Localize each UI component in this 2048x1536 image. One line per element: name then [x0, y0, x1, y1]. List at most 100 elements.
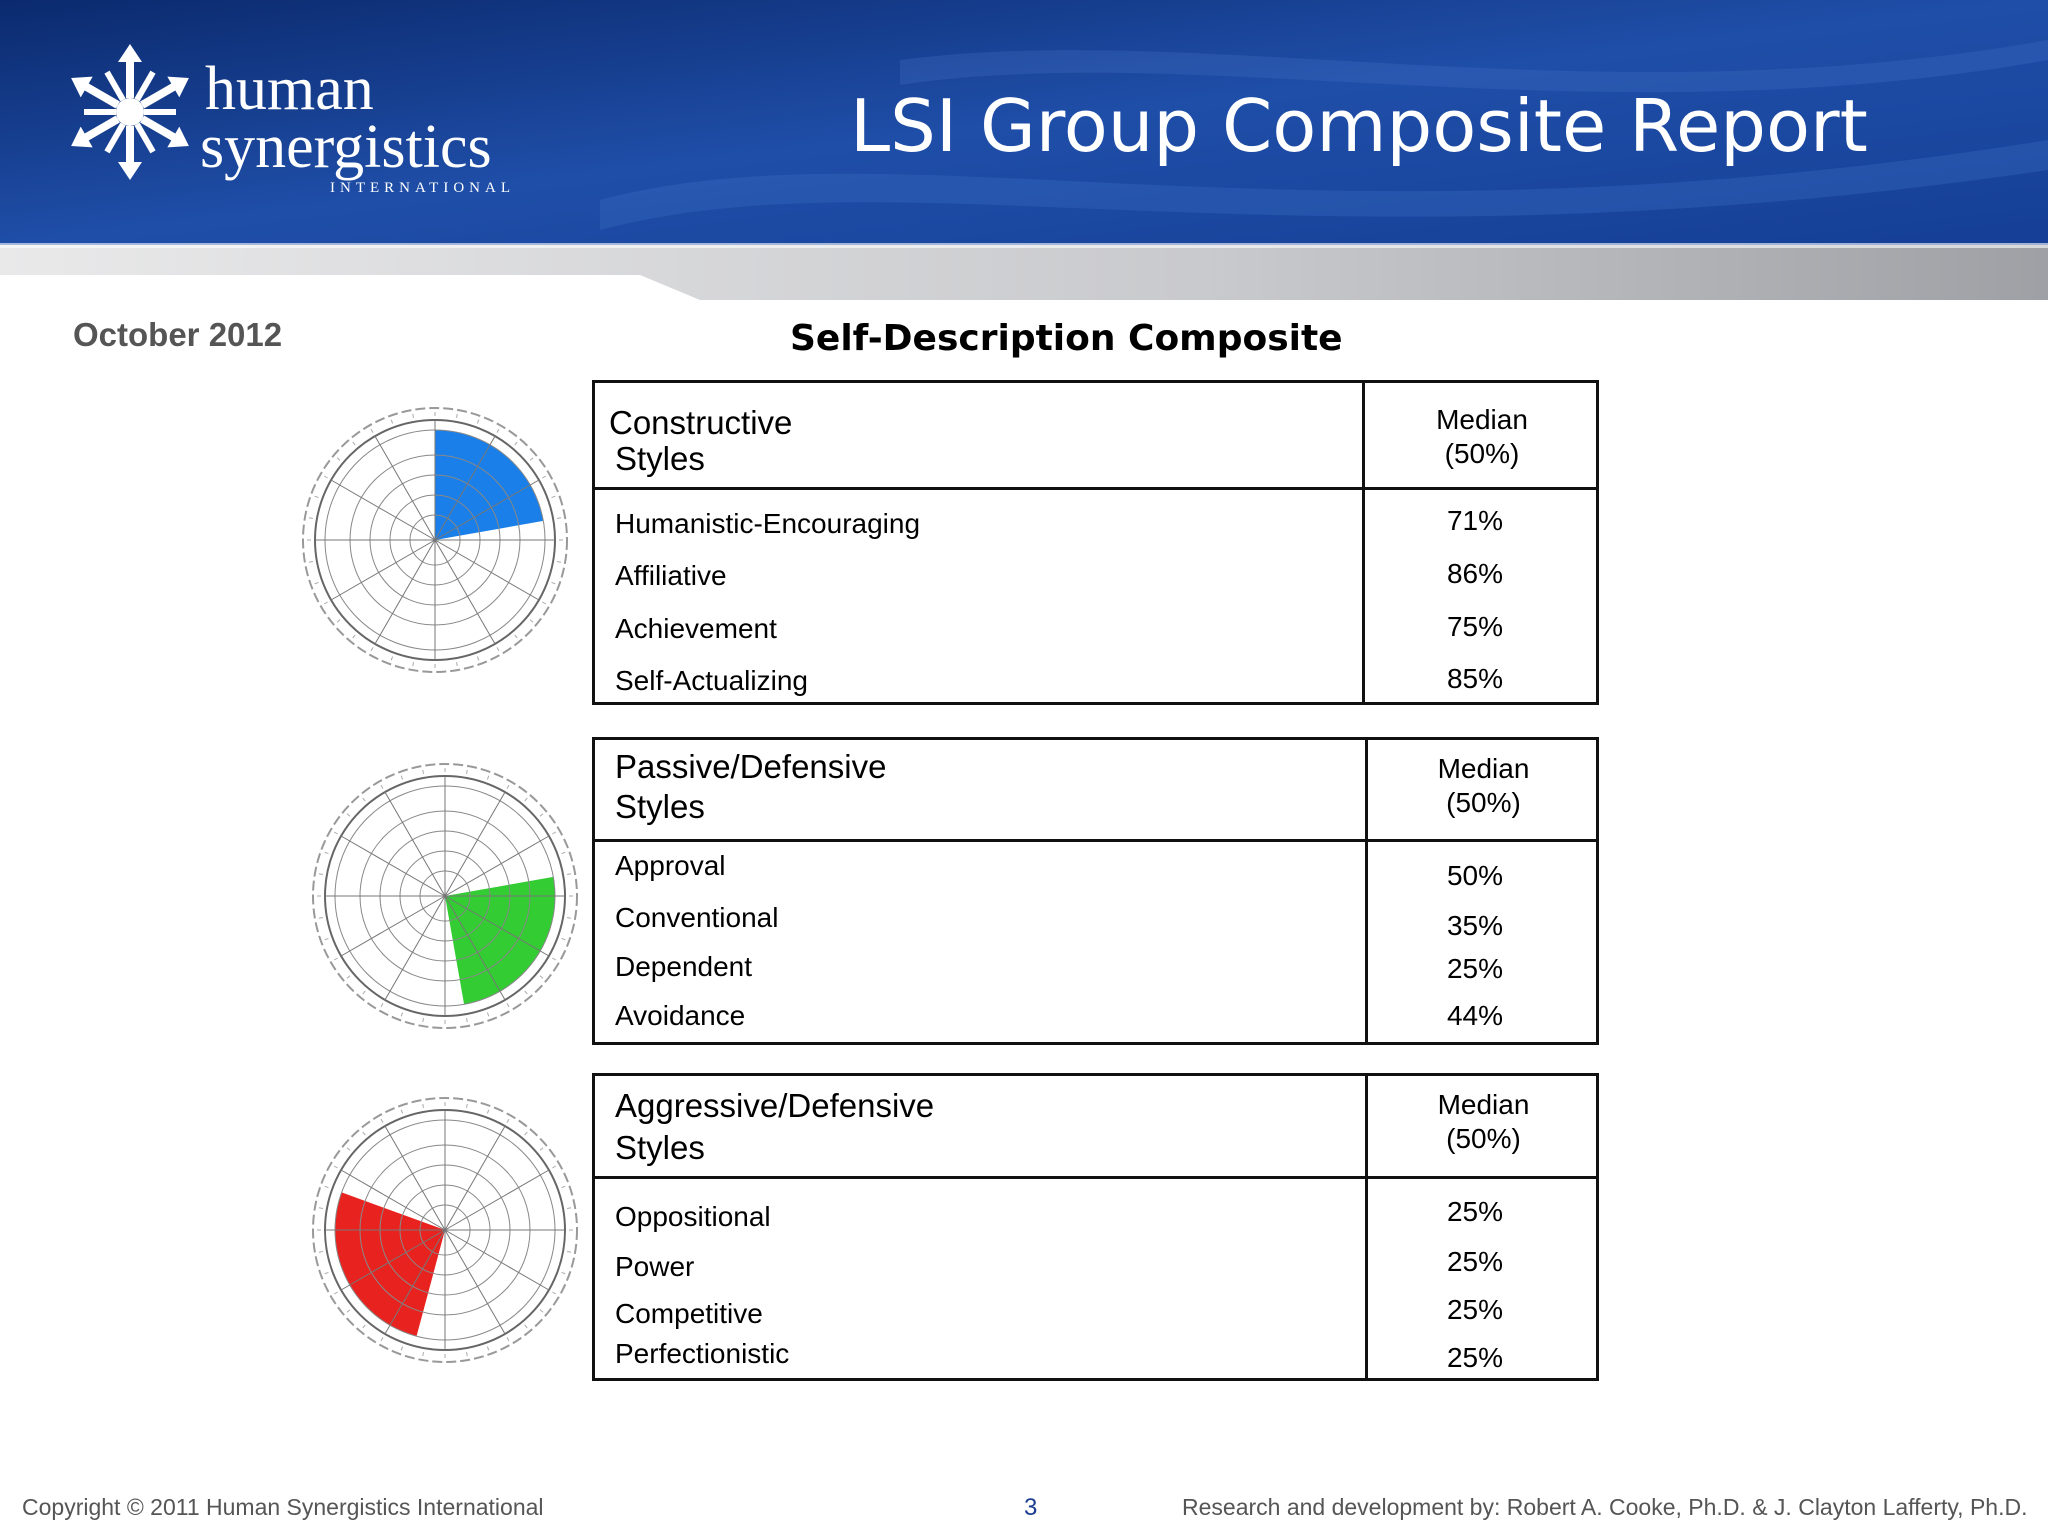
wheel-tick — [318, 873, 323, 875]
wheel-tick — [336, 457, 341, 461]
wheel-tick — [466, 1018, 468, 1023]
wheel-tick — [551, 495, 556, 499]
wheel-spoke — [340, 835, 446, 897]
table-title-line2: Styles — [615, 440, 705, 477]
wheel-tick — [539, 1309, 544, 1313]
wheel-tick — [370, 647, 374, 652]
wheel-tick — [486, 1346, 490, 1351]
wheel-tick — [567, 1207, 572, 1209]
wheel-tick — [529, 619, 534, 623]
table-title-line1: Passive/Defensive — [615, 748, 887, 785]
wheel-tick — [380, 1118, 384, 1123]
row-label-oppositional: Oppositional — [615, 1201, 771, 1232]
wheel-tick — [323, 475, 328, 479]
table-title-line1: Constructive — [609, 404, 793, 441]
passive-defensive-styles-table: Passive/Defensive Styles Median (50%) Ap… — [592, 737, 1599, 1045]
wheel-tick — [370, 428, 374, 433]
row-value-conventional: 35% — [1446, 910, 1504, 941]
wheel-tick — [333, 1165, 338, 1169]
wheel-spoke — [434, 539, 496, 645]
wheel-tick — [542, 475, 547, 479]
wheel-tick — [324, 1271, 329, 1275]
header-banner: human synergistics INTERNATIONAL LSI Gro… — [0, 0, 2048, 300]
wheel-tick — [466, 1352, 468, 1357]
wheel-tick — [506, 1337, 510, 1342]
section-title: Self-Description Composite — [790, 318, 1343, 359]
wheel-tick — [496, 647, 500, 652]
footer-copyright: Copyright © 2011 Human Synergistics Inte… — [22, 1494, 544, 1520]
wheel-outer-ring — [302, 407, 568, 673]
wheel-tick — [567, 873, 572, 875]
wheel-spoke — [374, 539, 436, 645]
wheel-tick — [561, 937, 566, 941]
wheel-tick — [539, 813, 544, 817]
wheel-tick — [380, 784, 384, 789]
wheel-spoke — [444, 895, 506, 1001]
wheel-spoke — [444, 1125, 506, 1231]
wheel-tick — [318, 917, 323, 919]
column-divider — [1362, 383, 1365, 702]
wheel-tick — [456, 413, 458, 418]
wheel-tick — [524, 1131, 528, 1136]
wheel-tick — [496, 428, 500, 433]
table-header — [595, 740, 1596, 842]
wheel-tick — [318, 1207, 323, 1209]
wheel-tick — [314, 581, 319, 585]
row-value-dependent: 25% — [1446, 953, 1504, 984]
wheel-tick — [486, 1109, 490, 1114]
median-label: Median — [1436, 404, 1528, 435]
wheel-tick — [362, 1131, 366, 1136]
median-label: Median — [1437, 1089, 1530, 1120]
wheel-sector — [445, 876, 555, 1005]
wheel-spoke — [340, 1169, 446, 1231]
wheel-tick — [486, 1012, 490, 1017]
row-value-affiliative: 86% — [1446, 558, 1504, 589]
wheel-tick — [324, 937, 329, 941]
wheel-tick — [412, 413, 414, 418]
wheel-spoke — [340, 1229, 446, 1291]
wheel-tick — [400, 1346, 404, 1351]
row-label-conventional: Conventional — [615, 902, 779, 933]
wheel-tick — [552, 957, 557, 961]
wheel-tick — [514, 634, 518, 639]
row-label-self-actualizing: Self-Actualizing — [615, 665, 808, 696]
wheel-tick — [390, 419, 394, 424]
row-value-self-actualizing: 85% — [1446, 663, 1504, 694]
wheel-tick — [412, 662, 414, 667]
wheel-tick — [422, 1103, 424, 1108]
wheel-spoke — [384, 791, 446, 897]
wheel-tick — [567, 917, 572, 919]
page-number: 3 — [1024, 1494, 1038, 1521]
wheel-tick — [551, 581, 556, 585]
wheel-tick — [552, 1165, 557, 1169]
wheel-tick — [352, 441, 356, 446]
table-title-line1: Aggressive/Defensive — [615, 1087, 935, 1124]
table-header — [595, 383, 1596, 490]
footer-credit: Research and development by: Robert A. C… — [1182, 1494, 2028, 1520]
column-divider — [1365, 740, 1368, 1042]
wheel-outer-ring — [312, 763, 578, 1029]
wheel-spoke — [434, 539, 540, 601]
wheel-tick — [557, 517, 562, 519]
wheel-spoke — [444, 791, 506, 897]
wheel-tick — [552, 831, 557, 835]
row-label-affiliative: Affiliative — [615, 560, 727, 591]
wheel-tick — [333, 957, 338, 961]
logo-text-international: INTERNATIONAL — [330, 180, 515, 196]
wheel-spoke — [384, 1229, 446, 1335]
row-label-approval: Approval — [615, 850, 726, 881]
wheel-tick — [314, 495, 319, 499]
wheel-tick — [514, 441, 518, 446]
wheel-tick — [422, 769, 424, 774]
row-value-power: 25% — [1446, 1246, 1504, 1277]
wheel-spoke — [444, 835, 550, 897]
median-percent: (50%) — [1446, 1123, 1521, 1154]
wheel-tick — [308, 561, 313, 563]
wheel-tick — [561, 851, 566, 855]
median-header: Median (50%) — [1365, 403, 1599, 471]
wheel-tick — [380, 1337, 384, 1342]
wheel-tick — [529, 457, 534, 461]
wheel-tick — [362, 1324, 366, 1329]
wheel-spoke — [444, 1229, 550, 1291]
wheel-spoke — [434, 435, 496, 541]
